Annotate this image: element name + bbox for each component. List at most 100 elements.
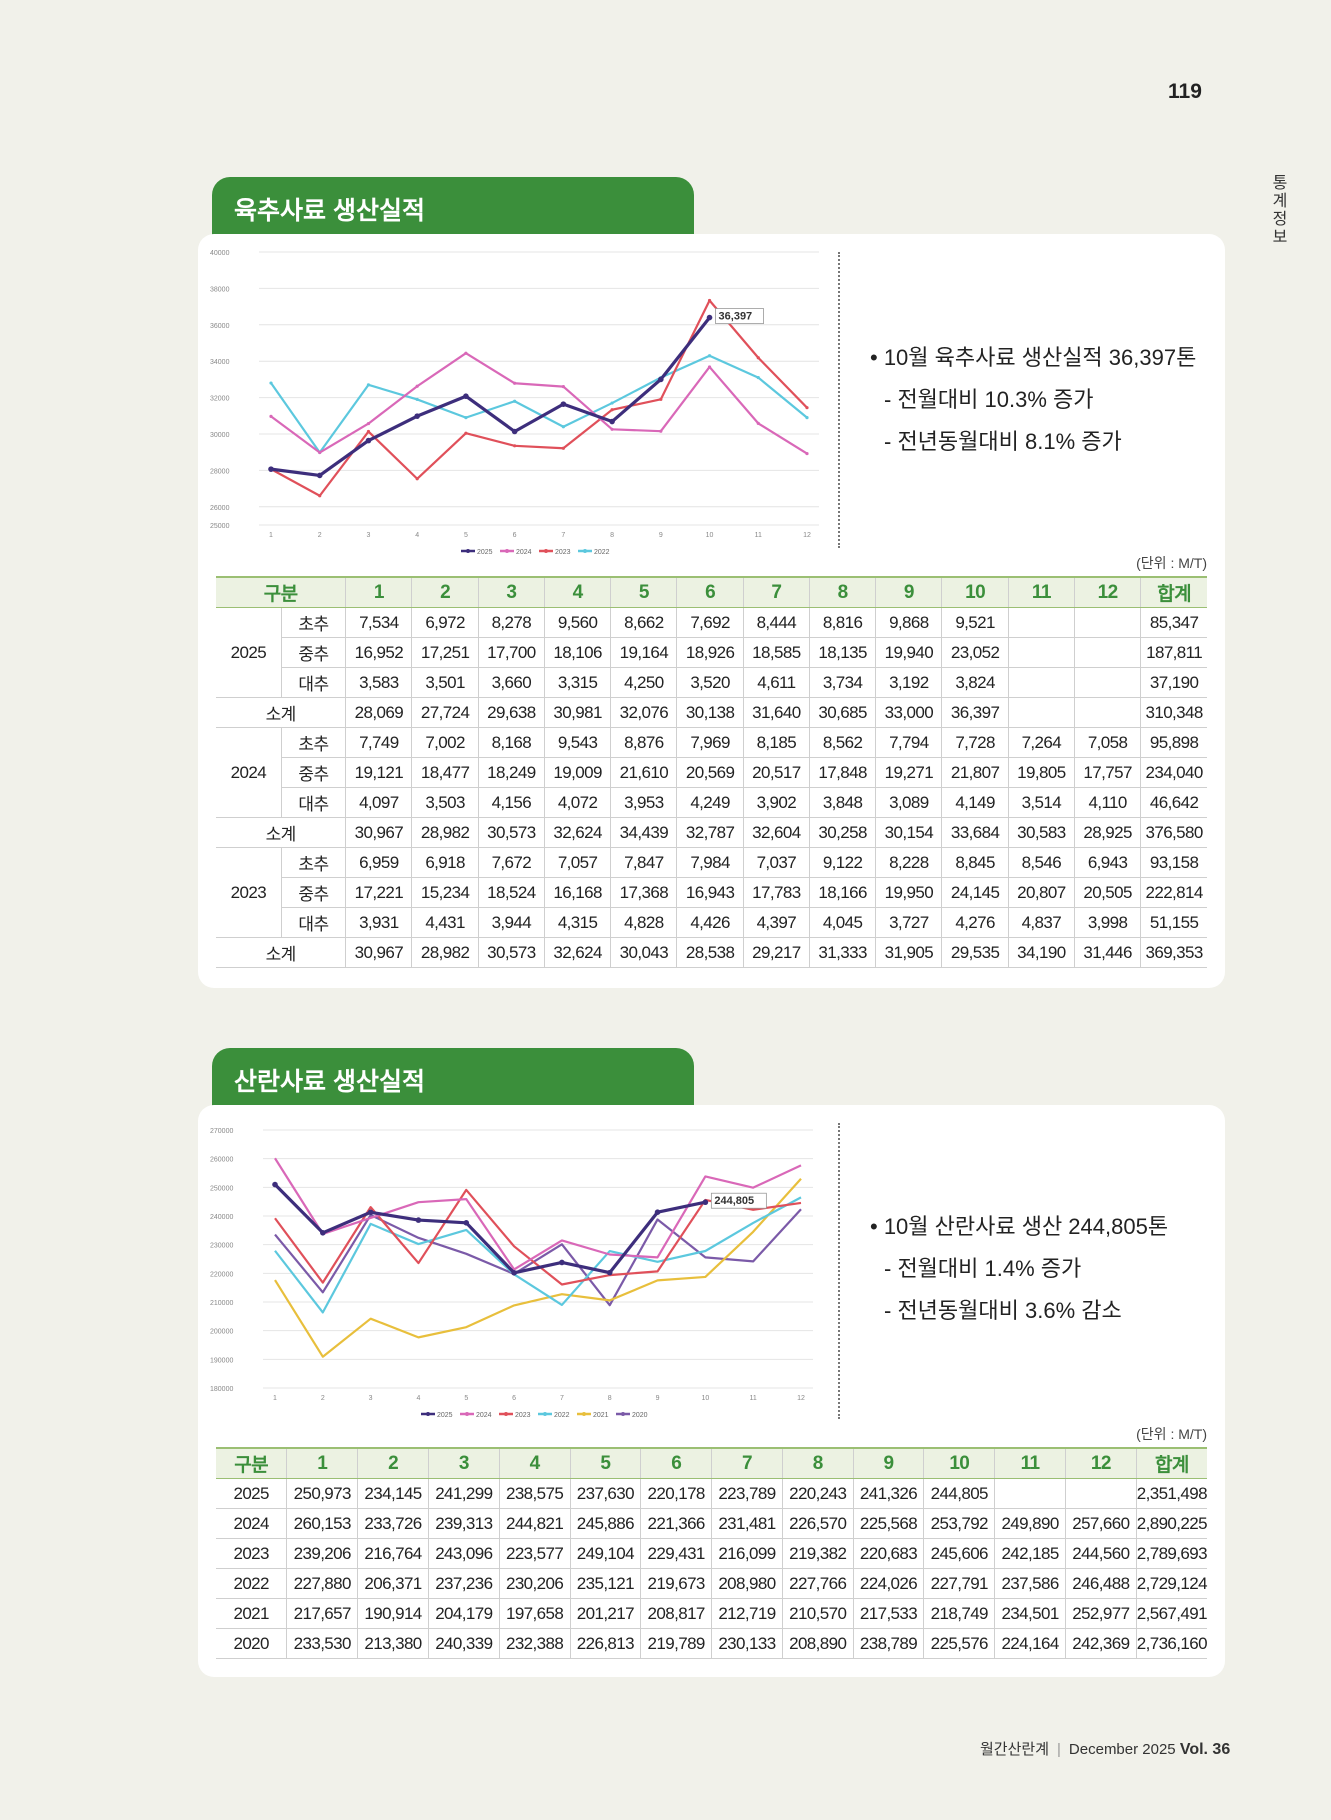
- value-cell: 6,943: [1074, 847, 1142, 878]
- value-cell: 18,926: [676, 637, 744, 668]
- value-cell: 4,156: [478, 787, 545, 818]
- subtotal-cell: 32,787: [676, 817, 744, 848]
- chart-laying-feed: 180000 190000 200000 210000 220000 230000 2400…: [210, 1128, 813, 1419]
- table-header: 5: [610, 576, 678, 608]
- value-cell: 7,002: [411, 727, 479, 758]
- value-cell: 238,789: [853, 1628, 925, 1659]
- subtotal-cell: 31,640: [743, 697, 810, 728]
- value-cell: 2,729,124: [1136, 1568, 1208, 1599]
- table-laying-feed: 구분 1 2 3 4 5 6 7 8 9 10 11 12 합계 2025 250,973 234,145 241…: [216, 1447, 1208, 1659]
- value-cell: 18,524: [478, 877, 545, 908]
- value-cell: 7,749: [345, 727, 413, 758]
- value-cell: 4,431: [411, 907, 479, 938]
- data-point: [805, 406, 809, 410]
- year-cell: 2021: [216, 1598, 288, 1629]
- value-cell: 220,178: [640, 1478, 713, 1509]
- value-cell: 2,736,160: [1136, 1628, 1208, 1659]
- legend-label: 2020: [632, 1412, 648, 1419]
- subtotal-cell: 30,967: [345, 937, 413, 968]
- series-line-2024: [270, 352, 808, 455]
- value-cell: 21,610: [610, 757, 678, 788]
- table-row: 2023 초추 6,959 6,918 7,672 7,057 7,847 7,984 7,03…: [216, 847, 1207, 938]
- value-cell: 7,264: [1008, 727, 1075, 758]
- value-cell: 224,026: [853, 1568, 925, 1599]
- table-row: 중추 17,221 15,234 18,524 16,168 17,368 16,943 17…: [216, 877, 1207, 908]
- legend-label: 2023: [555, 549, 571, 556]
- value-cell: 4,611: [743, 667, 810, 698]
- value-cell: 18,166: [809, 877, 877, 908]
- table-row: 대추 4,097 3,503 4,156 4,072 3,953 4,249 3,902 3,8…: [216, 787, 1207, 818]
- page-number: 119: [1168, 80, 1202, 103]
- year-cell: 2020: [216, 1628, 288, 1659]
- data-point: [805, 416, 809, 420]
- value-cell: [1008, 667, 1075, 698]
- subtotal-cell: 30,154: [875, 817, 943, 848]
- value-cell: 257,660: [1065, 1508, 1137, 1539]
- value-cell: 210,570: [782, 1598, 854, 1629]
- table-header: 6: [640, 1447, 713, 1479]
- value-cell: 8,168: [478, 727, 545, 758]
- subtotal-cell: 30,043: [610, 937, 678, 968]
- subtotal-label: 소계: [216, 937, 347, 968]
- data-point: [415, 384, 419, 388]
- value-cell: 3,501: [411, 667, 479, 698]
- data-point: [707, 365, 712, 369]
- y-tick-label: 220000: [210, 1271, 233, 1278]
- value-cell: 20,807: [1008, 877, 1075, 908]
- value-cell: 208,817: [640, 1598, 713, 1629]
- table-header: 구분: [216, 1447, 288, 1479]
- subtotal-cell: 32,076: [610, 697, 678, 728]
- value-cell: 241,326: [853, 1478, 925, 1509]
- x-tick-label: 12: [803, 532, 811, 539]
- value-cell: 244,805: [923, 1478, 996, 1509]
- value-cell: 7,984: [676, 847, 744, 878]
- subtotal-cell: 28,925: [1074, 817, 1142, 848]
- value-cell: 3,583: [345, 667, 413, 698]
- x-tick-label: 3: [369, 1395, 373, 1402]
- value-cell: 7,794: [875, 727, 943, 758]
- value-cell: 239,313: [428, 1508, 500, 1539]
- data-point: [415, 477, 419, 481]
- value-cell: 222,814: [1140, 877, 1207, 908]
- x-tick-label: 8: [610, 532, 614, 539]
- y-tick-label: 36000: [210, 323, 230, 330]
- data-point: [609, 418, 615, 425]
- x-tick-label: 5: [464, 532, 468, 539]
- data-point: [561, 425, 565, 429]
- x-tick-label: 6: [512, 1395, 516, 1402]
- value-cell: 4,249: [676, 787, 744, 818]
- note-line: • 10월 육추사료 생산실적 36,397톤: [870, 345, 1197, 370]
- value-cell: 95,898: [1140, 727, 1207, 758]
- table-header: 7: [743, 576, 810, 608]
- value-cell: 208,890: [782, 1628, 854, 1659]
- unit-label: (단위 : M/T): [1136, 1426, 1207, 1442]
- x-tick-label: 10: [706, 532, 714, 539]
- value-cell: 231,481: [711, 1508, 783, 1539]
- data-point: [654, 1209, 661, 1215]
- value-cell: 3,315: [544, 667, 612, 698]
- chart-divider: [838, 252, 840, 548]
- side-label-char: 정: [1272, 211, 1288, 228]
- value-cell: 243,096: [428, 1538, 500, 1569]
- year-cell: 2023: [216, 847, 282, 938]
- data-point: [365, 437, 372, 444]
- value-cell: 4,397: [743, 907, 810, 938]
- subtotal-cell: 369,353: [1140, 937, 1207, 968]
- value-cell: 6,918: [411, 847, 479, 878]
- side-label-char: 통: [1272, 175, 1288, 192]
- table-row: 중추 16,952 17,251 17,700 18,106 19,164 18,926 18…: [216, 637, 1207, 668]
- chart-brooding-feed: 25000 26000 28000 30000 32000 34000 36000 38000…: [210, 250, 819, 556]
- table-row: 2025 250,973 234,145 241,299 238,575 237,630 2…: [216, 1478, 1208, 1509]
- table-header: 4: [499, 1447, 571, 1479]
- table-header: 10: [941, 576, 1009, 608]
- subtotal-cell: 28,538: [676, 937, 744, 968]
- data-point: [560, 401, 567, 407]
- table-row: 2020 233,530 213,380 240,339 232,388 226,813 2…: [216, 1628, 1208, 1659]
- value-cell: 4,110: [1074, 787, 1142, 818]
- table-row: 대추 3,931 4,431 3,944 4,315 4,828 4,426 4,397 4,0…: [216, 907, 1207, 938]
- series-line-2022: [270, 354, 808, 454]
- value-cell: 8,816: [809, 607, 877, 638]
- value-cell: 252,977: [1065, 1598, 1137, 1629]
- y-tick-label: 200000: [210, 1329, 233, 1336]
- value-cell: 244,821: [499, 1508, 571, 1539]
